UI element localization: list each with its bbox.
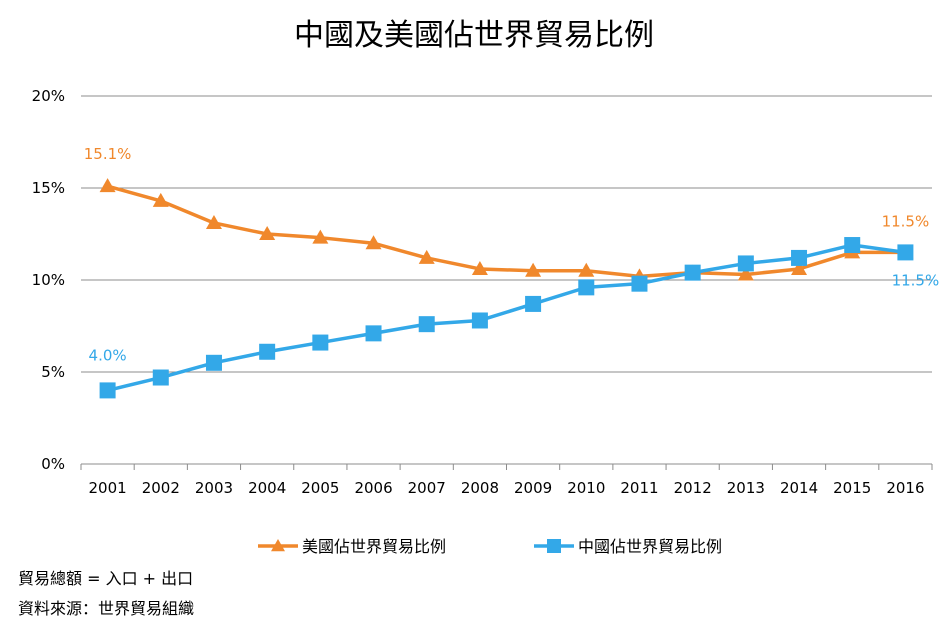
data-point-china bbox=[684, 264, 701, 281]
x-tick-label: 2003 bbox=[195, 479, 233, 497]
series-line-china bbox=[107, 243, 906, 393]
x-tick-label: 2008 bbox=[461, 479, 499, 497]
data-point-china bbox=[205, 354, 222, 371]
y-tick-label: 20% bbox=[32, 87, 65, 105]
x-tick-label: 2001 bbox=[89, 479, 127, 497]
note-source: 資料來源：世界貿易組織 bbox=[18, 599, 194, 618]
data-point-china bbox=[312, 334, 329, 351]
data-point-china bbox=[152, 369, 169, 386]
data-point-china bbox=[471, 312, 488, 329]
legend-label-china: 中國佔世界貿易比例 bbox=[578, 537, 722, 556]
data-point-usa bbox=[99, 178, 116, 193]
data-point-usa bbox=[737, 266, 754, 281]
data-point-china bbox=[578, 279, 595, 296]
note-trade-formula: 貿易總額 = 入口 + 出口 bbox=[18, 569, 193, 588]
x-tick-label: 2012 bbox=[674, 479, 712, 497]
x-tick-label: 2011 bbox=[620, 479, 658, 497]
data-point-usa bbox=[418, 249, 435, 264]
legend-marker-china bbox=[547, 539, 561, 553]
y-tick-label: 5% bbox=[41, 363, 65, 381]
data-point-usa bbox=[152, 192, 169, 207]
x-tick-label: 2009 bbox=[514, 479, 552, 497]
data-point-china bbox=[259, 343, 276, 360]
data-point-china bbox=[418, 316, 435, 333]
x-tick-label: 2013 bbox=[727, 479, 765, 497]
chart-title: 中國及美國佔世界貿易比例 bbox=[294, 18, 654, 53]
series-line-usa bbox=[107, 184, 906, 279]
axis-layer: 0% 5% 10% 15% 20% 2001 2002 2003 2004 2005 2006 200… bbox=[32, 87, 933, 497]
grid-layer bbox=[81, 95, 932, 465]
data-label-usa-last: 11.5% bbox=[882, 212, 930, 230]
x-tick-label: 2007 bbox=[408, 479, 446, 497]
data-point-usa bbox=[365, 235, 382, 250]
y-tick-label: 10% bbox=[32, 271, 65, 289]
data-point-usa bbox=[259, 226, 276, 240]
x-tick-label: 2015 bbox=[833, 479, 871, 497]
data-point-usa bbox=[525, 262, 542, 277]
data-point-china bbox=[897, 244, 914, 261]
x-tick-label: 2005 bbox=[301, 479, 339, 497]
data-point-china bbox=[631, 275, 648, 292]
y-tick-label: 15% bbox=[32, 179, 65, 197]
x-tick-label: 2014 bbox=[780, 479, 818, 497]
data-label-usa-first: 15.1% bbox=[84, 145, 132, 163]
label-layer: 15.1% 11.5% 4.0% 11.5% bbox=[84, 145, 939, 364]
data-point-china bbox=[844, 237, 861, 254]
data-point-china bbox=[365, 325, 382, 342]
legend-marker-usa bbox=[271, 539, 285, 552]
data-point-usa bbox=[791, 260, 808, 275]
data-point-china bbox=[525, 295, 542, 312]
data-point-usa bbox=[205, 214, 222, 229]
x-tick-label: 2002 bbox=[142, 479, 180, 497]
x-tick-label: 2006 bbox=[354, 479, 392, 497]
x-tick-label: 2010 bbox=[567, 479, 605, 497]
legend: 美國佔世界貿易比例 中國佔世界貿易比例 bbox=[258, 537, 722, 556]
y-tick-label: 0% bbox=[41, 455, 65, 473]
data-point-china bbox=[737, 255, 754, 272]
x-tick-label: 2004 bbox=[248, 479, 286, 497]
series-layer bbox=[99, 178, 914, 399]
legend-label-usa: 美國佔世界貿易比例 bbox=[302, 537, 446, 556]
data-point-usa bbox=[312, 229, 329, 244]
data-point-china bbox=[791, 249, 808, 266]
data-point-usa bbox=[578, 262, 595, 277]
data-label-china-last: 11.5% bbox=[892, 271, 940, 289]
data-label-china-first: 4.0% bbox=[89, 346, 127, 364]
x-tick-label: 2016 bbox=[886, 479, 924, 497]
data-point-china bbox=[99, 382, 116, 399]
data-point-usa bbox=[471, 260, 488, 275]
